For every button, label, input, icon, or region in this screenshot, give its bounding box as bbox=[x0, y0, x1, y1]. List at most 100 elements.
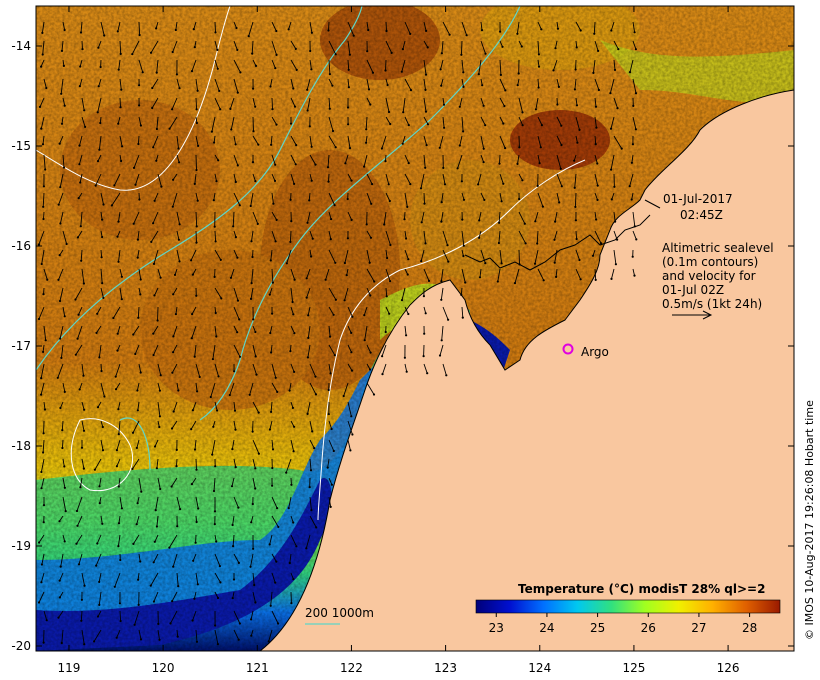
velocity-vector-head bbox=[248, 393, 251, 396]
velocity-vector-head bbox=[131, 53, 134, 56]
colorbar-tick-label: 23 bbox=[489, 621, 504, 635]
velocity-vector-head bbox=[40, 470, 43, 474]
velocity-vector bbox=[534, 249, 539, 264]
velocity-vector bbox=[629, 173, 634, 187]
velocity-vector bbox=[61, 40, 64, 51]
velocity-vector bbox=[211, 439, 216, 455]
velocity-vector-head bbox=[334, 298, 337, 301]
velocity-vector bbox=[137, 249, 140, 258]
velocity-vector-head bbox=[309, 469, 313, 472]
velocity-vector-head bbox=[365, 223, 368, 226]
velocity-vector bbox=[171, 477, 178, 487]
velocity-vector bbox=[233, 306, 240, 320]
velocity-vector-head bbox=[329, 505, 332, 508]
velocity-vector bbox=[442, 363, 447, 376]
velocity-vector bbox=[233, 325, 238, 333]
velocity-vector-head bbox=[483, 198, 486, 201]
velocity-vector-head bbox=[271, 281, 274, 284]
velocity-vector bbox=[498, 230, 501, 244]
velocity-vector bbox=[229, 97, 235, 110]
velocity-vector bbox=[250, 287, 254, 299]
velocity-vector bbox=[537, 21, 542, 30]
velocity-vector-head bbox=[160, 185, 163, 188]
velocity-vector-head bbox=[460, 53, 463, 56]
velocity-vector-head bbox=[98, 148, 101, 151]
velocity-vector bbox=[136, 439, 140, 449]
lon-tick-label: 126 bbox=[717, 661, 740, 675]
velocity-vector-head bbox=[334, 146, 337, 149]
velocity-vector bbox=[119, 268, 123, 277]
velocity-vector bbox=[365, 135, 368, 143]
velocity-vector bbox=[289, 382, 292, 391]
velocity-vector-head bbox=[116, 235, 119, 238]
velocity-vector-head bbox=[438, 146, 441, 149]
velocity-vector-head bbox=[381, 355, 384, 358]
velocity-vector-head bbox=[288, 389, 291, 392]
velocity-vector bbox=[288, 496, 292, 509]
velocity-vector-head bbox=[191, 313, 194, 316]
velocity-vector-head bbox=[560, 185, 563, 188]
velocity-vector bbox=[271, 439, 274, 450]
velocity-vector bbox=[98, 78, 102, 87]
velocity-vector bbox=[518, 116, 524, 126]
velocity-vector-head bbox=[594, 278, 597, 281]
velocity-vector-head bbox=[74, 298, 77, 301]
velocity-vector-head bbox=[115, 465, 118, 468]
velocity-vector bbox=[57, 363, 64, 378]
velocity-vector-head bbox=[96, 111, 99, 114]
velocity-vector-head bbox=[634, 128, 638, 131]
velocity-vector-head bbox=[120, 507, 123, 510]
velocity-vector bbox=[59, 173, 64, 188]
velocity-vector-head bbox=[407, 124, 410, 127]
velocity-vector-head bbox=[137, 142, 140, 146]
velocity-vector bbox=[290, 363, 295, 373]
velocity-vector bbox=[309, 135, 313, 147]
velocity-vector bbox=[172, 192, 178, 207]
velocity-vector bbox=[176, 458, 178, 467]
velocity-vector-head bbox=[456, 167, 459, 170]
velocity-vector-head bbox=[41, 143, 45, 146]
velocity-vector bbox=[230, 268, 235, 278]
velocity-vector-head bbox=[217, 375, 220, 378]
velocity-vector bbox=[499, 59, 502, 75]
velocity-vector-head bbox=[389, 280, 392, 283]
velocity-vector bbox=[193, 591, 197, 599]
velocity-vector-head bbox=[406, 273, 409, 276]
velocity-vector bbox=[80, 211, 83, 227]
velocity-vector bbox=[233, 401, 236, 411]
velocity-vector-head bbox=[573, 186, 576, 189]
velocity-vector-head bbox=[96, 160, 100, 163]
velocity-vector-head bbox=[388, 312, 391, 315]
velocity-vector bbox=[98, 344, 102, 358]
velocity-vector-head bbox=[83, 408, 86, 411]
velocity-vector-head bbox=[596, 184, 599, 187]
velocity-vector bbox=[176, 629, 179, 637]
velocity-vector-head bbox=[135, 523, 138, 526]
velocity-vector bbox=[136, 515, 140, 525]
velocity-vector-head bbox=[616, 107, 619, 110]
velocity-vector-head bbox=[575, 46, 578, 49]
velocity-vector-head bbox=[349, 449, 352, 452]
velocity-vector-head bbox=[293, 425, 296, 428]
velocity-vector-head bbox=[269, 604, 272, 607]
velocity-vector bbox=[138, 268, 142, 280]
velocity-vector bbox=[137, 572, 140, 580]
velocity-vector-head bbox=[169, 622, 172, 625]
velocity-vector-head bbox=[597, 88, 601, 92]
land-mass bbox=[259, 89, 794, 651]
velocity-vector-head bbox=[496, 280, 499, 283]
velocity-vector bbox=[286, 249, 292, 264]
velocity-vector bbox=[155, 496, 159, 511]
velocity-vector-head bbox=[58, 520, 61, 523]
velocity-vector-head bbox=[40, 393, 43, 396]
velocity-vector bbox=[420, 173, 425, 189]
velocity-vector bbox=[271, 515, 279, 528]
velocity-vector-head bbox=[424, 88, 427, 91]
velocity-vector-head bbox=[288, 561, 291, 565]
velocity-vector-head bbox=[305, 296, 308, 299]
velocity-vector bbox=[214, 325, 217, 337]
velocity-vector-head bbox=[172, 410, 175, 413]
velocity-vector bbox=[555, 268, 558, 277]
velocity-vector bbox=[93, 629, 102, 642]
velocity-vector bbox=[75, 344, 83, 355]
